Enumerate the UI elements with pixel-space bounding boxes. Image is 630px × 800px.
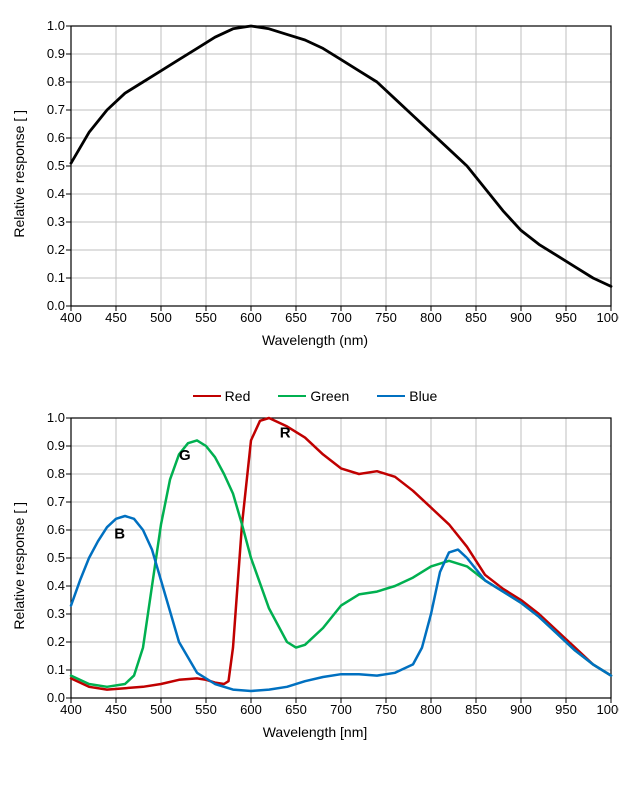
chart-rgb-xlabel: Wavelength [nm] [10,724,620,740]
svg-text:950: 950 [555,310,577,325]
svg-text:0.7: 0.7 [47,494,65,509]
svg-text:1000: 1000 [597,702,619,717]
chart-rgb-legend: Red Green Blue [10,388,620,404]
svg-text:1.0: 1.0 [47,412,65,425]
svg-text:0.4: 0.4 [47,578,65,593]
svg-text:550: 550 [195,702,217,717]
annotation-r: R [280,425,291,442]
svg-text:850: 850 [465,310,487,325]
svg-text:0.5: 0.5 [47,550,65,565]
svg-text:600: 600 [240,702,262,717]
svg-text:800: 800 [420,310,442,325]
svg-text:0.6: 0.6 [47,522,65,537]
svg-text:0.9: 0.9 [47,438,65,453]
svg-text:700: 700 [330,310,352,325]
legend-item-blue: Blue [377,388,437,404]
svg-text:0.2: 0.2 [47,634,65,649]
svg-text:0.1: 0.1 [47,662,65,677]
svg-text:550: 550 [195,310,217,325]
svg-text:450: 450 [105,702,127,717]
chart-mono-ylabel: Relative response [ ] [11,110,27,238]
svg-text:0.8: 0.8 [47,74,65,89]
svg-text:900: 900 [510,702,532,717]
svg-text:500: 500 [150,702,172,717]
legend-label-blue: Blue [409,388,437,404]
svg-text:0.5: 0.5 [47,158,65,173]
svg-text:850: 850 [465,702,487,717]
chart-rgb: RedGreenBlue Relative response [ ] 40045… [10,388,620,740]
svg-text:1.0: 1.0 [47,20,65,33]
svg-text:0.0: 0.0 [47,298,65,313]
svg-text:0.6: 0.6 [47,130,65,145]
svg-text:0.3: 0.3 [47,606,65,621]
svg-text:0.2: 0.2 [47,242,65,257]
chart-rgb-plot: 4004505005506006507007508008509009501000… [31,412,619,720]
svg-text:0.7: 0.7 [47,102,65,117]
svg-text:1000: 1000 [597,310,619,325]
svg-text:0.0: 0.0 [47,690,65,705]
legend-item-green: Green [278,388,349,404]
svg-text:0.3: 0.3 [47,214,65,229]
legend-swatch-red [193,395,221,398]
chart-mono: Relative response [ ] 400450500550600650… [10,20,620,348]
svg-text:950: 950 [555,702,577,717]
chart-rgb-ylabel: Relative response [ ] [11,502,27,630]
svg-text:900: 900 [510,310,532,325]
annotation-b: B [114,525,125,542]
svg-text:0.4: 0.4 [47,186,65,201]
chart-rgb-body: Relative response [ ] 400450500550600650… [10,412,620,720]
chart-mono-body: Relative response [ ] 400450500550600650… [10,20,620,328]
svg-text:650: 650 [285,702,307,717]
legend-label-green: Green [310,388,349,404]
svg-text:750: 750 [375,310,397,325]
chart-mono-xlabel: Wavelength (nm) [10,332,620,348]
svg-text:0.1: 0.1 [47,270,65,285]
svg-text:0.8: 0.8 [47,466,65,481]
legend-swatch-green [278,395,306,398]
svg-text:0.9: 0.9 [47,46,65,61]
svg-text:650: 650 [285,310,307,325]
svg-text:500: 500 [150,310,172,325]
svg-text:450: 450 [105,310,127,325]
legend-label-red: Red [225,388,251,404]
svg-text:800: 800 [420,702,442,717]
legend-swatch-blue [377,395,405,398]
svg-text:700: 700 [330,702,352,717]
svg-text:600: 600 [240,310,262,325]
legend-item-red: Red [193,388,251,404]
chart-mono-plot: 4004505005506006507007508008509009501000… [31,20,619,328]
svg-text:750: 750 [375,702,397,717]
annotation-g: G [179,447,191,464]
